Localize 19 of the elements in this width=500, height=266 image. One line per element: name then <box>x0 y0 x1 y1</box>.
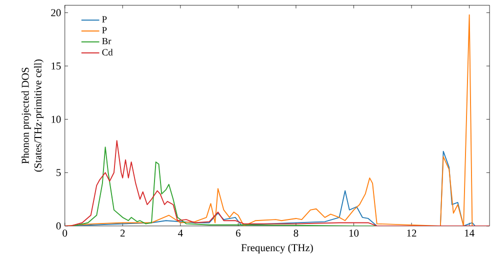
x-axis-title: Frequency (THz) <box>241 244 313 254</box>
x-tick-label: 10 <box>349 230 359 237</box>
x-tick-label: 6 <box>236 230 241 237</box>
x-tick-label: 2 <box>120 230 125 237</box>
legend-label: Cd <box>102 49 113 56</box>
x-tick-label: 4 <box>178 230 183 237</box>
x-tick-label: 8 <box>294 230 298 237</box>
legend-label: P <box>102 16 107 23</box>
y-tick-label: 10 <box>52 116 61 123</box>
x-tick-label: 12 <box>407 230 416 237</box>
y-tick-label: 15 <box>52 62 61 70</box>
y-axis-title: Phonon projected DOS (States/THz·primitive cell) <box>21 60 44 172</box>
x-tick-label: 14 <box>465 230 474 237</box>
y-tick-label: 20 <box>51 9 61 16</box>
y-tick-label: 5 <box>56 169 61 176</box>
y-tick-label: 0 <box>56 222 61 230</box>
legend-label: Br <box>102 38 112 44</box>
legend-label: P <box>102 27 107 34</box>
x-tick-label: 0 <box>62 230 68 237</box>
